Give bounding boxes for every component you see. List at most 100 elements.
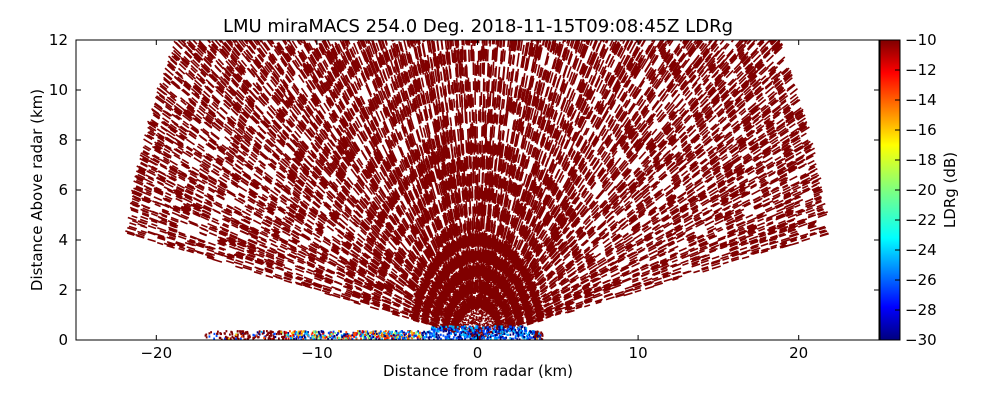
echo-gate [478, 277, 481, 291]
echo-gate [506, 66, 510, 80]
echo-gate [430, 284, 438, 293]
echo-gate [505, 84, 509, 96]
echo-gate [623, 292, 633, 297]
echo-gate [459, 128, 462, 141]
echo-gate [505, 128, 510, 143]
echo-gate [419, 315, 430, 321]
echo-gate [533, 297, 542, 304]
echo-gate [466, 128, 470, 140]
echo-gate [489, 126, 492, 138]
echo-gate [461, 175, 464, 188]
radar-echo-field [125, 40, 829, 340]
echo-gate [602, 237, 610, 245]
echo-gate [455, 100, 458, 111]
echo-gate [418, 125, 424, 138]
echo-gate [460, 96, 464, 110]
echo-gate [516, 315, 523, 321]
echo-gate [432, 323, 440, 327]
echo-gate [389, 306, 399, 312]
echo-gate [431, 309, 441, 316]
echo-gate [362, 189, 371, 200]
echo-gate [490, 81, 494, 93]
echo-gate [458, 94, 462, 108]
echo-gate [525, 315, 533, 321]
echo-gate [421, 313, 430, 319]
echo-gate [634, 289, 642, 293]
echo-gate [508, 246, 515, 260]
echo-gate [427, 322, 438, 328]
echo-gate [501, 239, 508, 254]
echo-gate [334, 287, 342, 292]
echo-gate [465, 140, 468, 153]
echo-gate [516, 316, 525, 322]
echo-gate [595, 189, 604, 200]
echo-gate [462, 205, 466, 216]
echo-gate [516, 321, 525, 326]
echo-gate [644, 285, 655, 290]
echo-gate [486, 112, 489, 125]
echo-gate [641, 220, 652, 228]
echo-gate [353, 301, 361, 306]
echo-gate [467, 268, 471, 280]
echo-gate [442, 317, 450, 323]
echo-gate [421, 302, 431, 310]
echo-gate [492, 126, 496, 138]
echo-gate [448, 65, 452, 80]
echo-gate [491, 140, 495, 154]
echo-gate [468, 155, 471, 168]
echo-gate [421, 321, 428, 325]
echo-gate [463, 97, 466, 108]
echo-gate [596, 189, 606, 200]
echo-gate [492, 113, 496, 125]
echo-gate [533, 307, 542, 313]
echo-gate [526, 281, 535, 290]
echo-gate [506, 322, 516, 328]
echo-gate [434, 276, 443, 288]
echo-gate [584, 304, 591, 308]
echo-gate [313, 237, 322, 243]
echo-gate [494, 67, 497, 77]
echo-gate [450, 242, 455, 253]
echo-gate [450, 84, 454, 94]
chart-title: LMU miraMACS 254.0 Deg. 2018-11-15T09:08… [223, 16, 733, 37]
echo-gate [442, 66, 446, 82]
echo-gate [533, 300, 541, 306]
echo-gate [454, 67, 458, 77]
echo-gate [507, 71, 511, 82]
echo-gate [449, 117, 453, 127]
echo-gate [453, 148, 457, 157]
echo-gate [500, 98, 504, 110]
echo-gate [535, 312, 545, 318]
echo-gate [525, 311, 535, 317]
echo-gate [466, 223, 469, 234]
echo-gate [369, 306, 380, 311]
echo-gate [326, 225, 335, 232]
echo-gate [610, 271, 620, 278]
echo-gate [435, 85, 440, 100]
echo-gate [466, 177, 469, 187]
echo-gate [447, 84, 450, 94]
echo-gate [452, 98, 456, 108]
echo-gate [510, 87, 514, 97]
echo-gate [554, 169, 560, 179]
echo-gate [468, 206, 471, 216]
echo-gate [486, 92, 489, 106]
echo-gate [516, 52, 520, 67]
echo-gate [441, 82, 445, 96]
echo-gate [504, 267, 510, 277]
echo-gate [491, 92, 495, 107]
echo-gate [496, 81, 500, 92]
echo-gate [460, 114, 463, 124]
echo-gate [456, 128, 460, 142]
echo-gate [313, 287, 322, 292]
echo-gate [503, 50, 506, 62]
echo-gate [401, 315, 410, 319]
echo-gate [491, 153, 494, 169]
echo-gate [605, 296, 615, 301]
echo-gate [515, 318, 524, 324]
echo-gate [461, 81, 464, 94]
echo-gate [458, 62, 461, 77]
echo-gate [467, 174, 471, 186]
echo-gate [423, 276, 431, 285]
